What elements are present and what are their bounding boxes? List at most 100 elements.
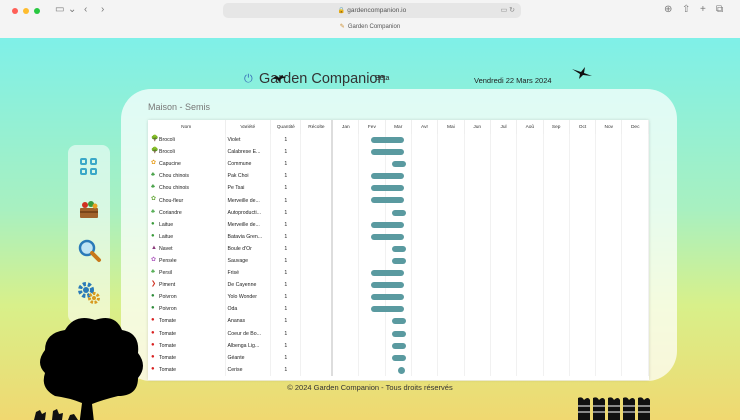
column-header[interactable]: Sep <box>543 120 569 134</box>
sowing-period-bar[interactable] <box>392 318 406 324</box>
tab-garden-companion[interactable]: ✎ Garden Companion <box>0 23 740 30</box>
column-header[interactable]: Mar <box>385 120 411 134</box>
table-row[interactable]: ✿ Pensée Sauvage 1 <box>148 255 649 267</box>
table-row[interactable]: ♣ Persil Frisé 1 <box>148 267 649 279</box>
column-header[interactable]: Nov <box>596 120 622 134</box>
minimize-window-button[interactable] <box>23 8 29 14</box>
table-row[interactable]: ● Laitue Batavia Gren... 1 <box>148 231 649 243</box>
column-header[interactable]: Jan <box>332 120 358 134</box>
harvest-cell <box>301 315 332 327</box>
month-cell <box>490 255 516 267</box>
table-row[interactable]: ♣ Chou chinois Pe Tsai 1 <box>148 182 649 194</box>
table-row[interactable]: ● Tomate Ananas 1 <box>148 315 649 327</box>
harvest-cell <box>301 207 332 219</box>
month-cell <box>569 207 595 219</box>
harvest-cell <box>301 194 332 206</box>
table-row[interactable]: ✿ Capucine Commune 1 <box>148 158 649 170</box>
month-cell <box>385 146 411 158</box>
table-row[interactable]: ● Laitue Merveille de... 1 <box>148 219 649 231</box>
plants-silhouette <box>576 396 656 420</box>
column-header[interactable]: Mai <box>438 120 464 134</box>
nav-dashboard-button[interactable] <box>74 152 104 182</box>
column-header[interactable]: Aoû <box>517 120 543 134</box>
month-cell <box>438 231 464 243</box>
month-cell <box>359 267 385 279</box>
table-row[interactable]: ✿ Chou-fleur Merveille de... 1 <box>148 194 649 206</box>
month-cell <box>332 352 358 364</box>
table-row[interactable]: ❯ Piment De Cayenne 1 <box>148 279 649 291</box>
table-row[interactable]: ● Tomate Cerise 1 <box>148 364 649 376</box>
month-cell <box>438 134 464 146</box>
forward-button[interactable]: › <box>101 4 104 15</box>
table-row[interactable]: ▲ Navet Boule d'Or 1 <box>148 243 649 255</box>
sowing-period-dot[interactable] <box>398 367 405 374</box>
sowing-period-bar[interactable] <box>392 258 406 264</box>
table-row[interactable]: ● Tomate Coeur de Bo... 1 <box>148 328 649 340</box>
table-row[interactable]: ♣ Chou chinois Pak Choi 1 <box>148 170 649 182</box>
new-tab-icon[interactable]: + <box>700 4 706 15</box>
month-cell <box>332 194 358 206</box>
column-header[interactable]: Nom <box>148 120 225 134</box>
plant-icon: ✿ <box>151 196 157 203</box>
table-row[interactable]: 🌳 Brocoli Calabrese E... 1 <box>148 146 649 158</box>
nav-garden-button[interactable] <box>74 194 104 224</box>
month-cell <box>517 279 543 291</box>
month-cell <box>517 134 543 146</box>
column-header[interactable]: Variété <box>225 120 271 134</box>
month-cell <box>596 364 622 376</box>
month-cell <box>411 303 437 315</box>
address-bar[interactable]: 🔒 gardencompanion.io ▭ ↻ <box>223 3 521 18</box>
column-header[interactable]: Oct <box>569 120 595 134</box>
month-cell <box>517 303 543 315</box>
column-header[interactable]: Quantité <box>271 120 301 134</box>
sowing-period-bar[interactable] <box>392 246 406 252</box>
quantity-cell: 1 <box>271 352 301 364</box>
column-header[interactable]: Jul <box>490 120 516 134</box>
nav-search-button[interactable] <box>74 236 104 266</box>
nav-settings-button[interactable] <box>74 278 104 308</box>
sowing-period-bar[interactable] <box>392 355 406 361</box>
month-cell <box>622 315 649 327</box>
beta-badge: Beta <box>375 75 389 82</box>
month-cell <box>517 243 543 255</box>
share-icon[interactable]: ⇧ <box>682 4 690 15</box>
column-header[interactable]: Jun <box>464 120 490 134</box>
zoom-window-button[interactable] <box>34 8 40 14</box>
sowing-period-bar[interactable] <box>392 210 406 216</box>
month-cell <box>622 146 649 158</box>
sowing-period-bar[interactable] <box>392 161 406 167</box>
month-cell <box>464 340 490 352</box>
month-cell <box>438 146 464 158</box>
month-cell <box>385 182 411 194</box>
month-cell <box>411 352 437 364</box>
column-header[interactable]: Dec <box>622 120 649 134</box>
column-header[interactable]: Récolte <box>301 120 332 134</box>
sowing-period-bar[interactable] <box>392 343 406 349</box>
table-row[interactable]: ♣ Coriandre Autoproducti... 1 <box>148 207 649 219</box>
chevron-down-icon[interactable]: ⌄ <box>68 4 76 15</box>
column-header[interactable]: Fev <box>359 120 385 134</box>
close-window-button[interactable] <box>12 8 18 14</box>
url-text: gardencompanion.io <box>347 7 406 14</box>
month-cell <box>517 194 543 206</box>
tabs-overview-icon[interactable]: ⧉ <box>716 4 723 15</box>
month-cell <box>517 315 543 327</box>
table-row[interactable]: 🌳 Brocoli Violet 1 <box>148 134 649 146</box>
power-icon[interactable]: ⏻ <box>244 73 253 86</box>
month-cell <box>385 328 411 340</box>
table-row[interactable]: ● Tomate Albenga Lig... 1 <box>148 340 649 352</box>
back-button[interactable]: ‹ <box>84 4 87 15</box>
month-cell <box>596 279 622 291</box>
plant-name-cell: ♣ Chou chinois <box>148 170 225 182</box>
download-icon[interactable]: ⊕ <box>664 4 672 15</box>
sowing-period-bar[interactable] <box>392 331 406 337</box>
sidebar-icon[interactable]: ▭ <box>55 4 64 15</box>
month-cell <box>464 328 490 340</box>
plant-name-cell: ✿ Chou-fleur <box>148 194 225 206</box>
reader-icon[interactable]: ▭ ↻ <box>501 3 515 18</box>
variety-cell: Yolo Wonder <box>225 291 271 303</box>
column-header[interactable]: Avr <box>411 120 437 134</box>
table-row[interactable]: ● Tomate Géante 1 <box>148 352 649 364</box>
table-row[interactable]: ● Poivron Oda 1 <box>148 303 649 315</box>
table-row[interactable]: ● Poivron Yolo Wonder 1 <box>148 291 649 303</box>
